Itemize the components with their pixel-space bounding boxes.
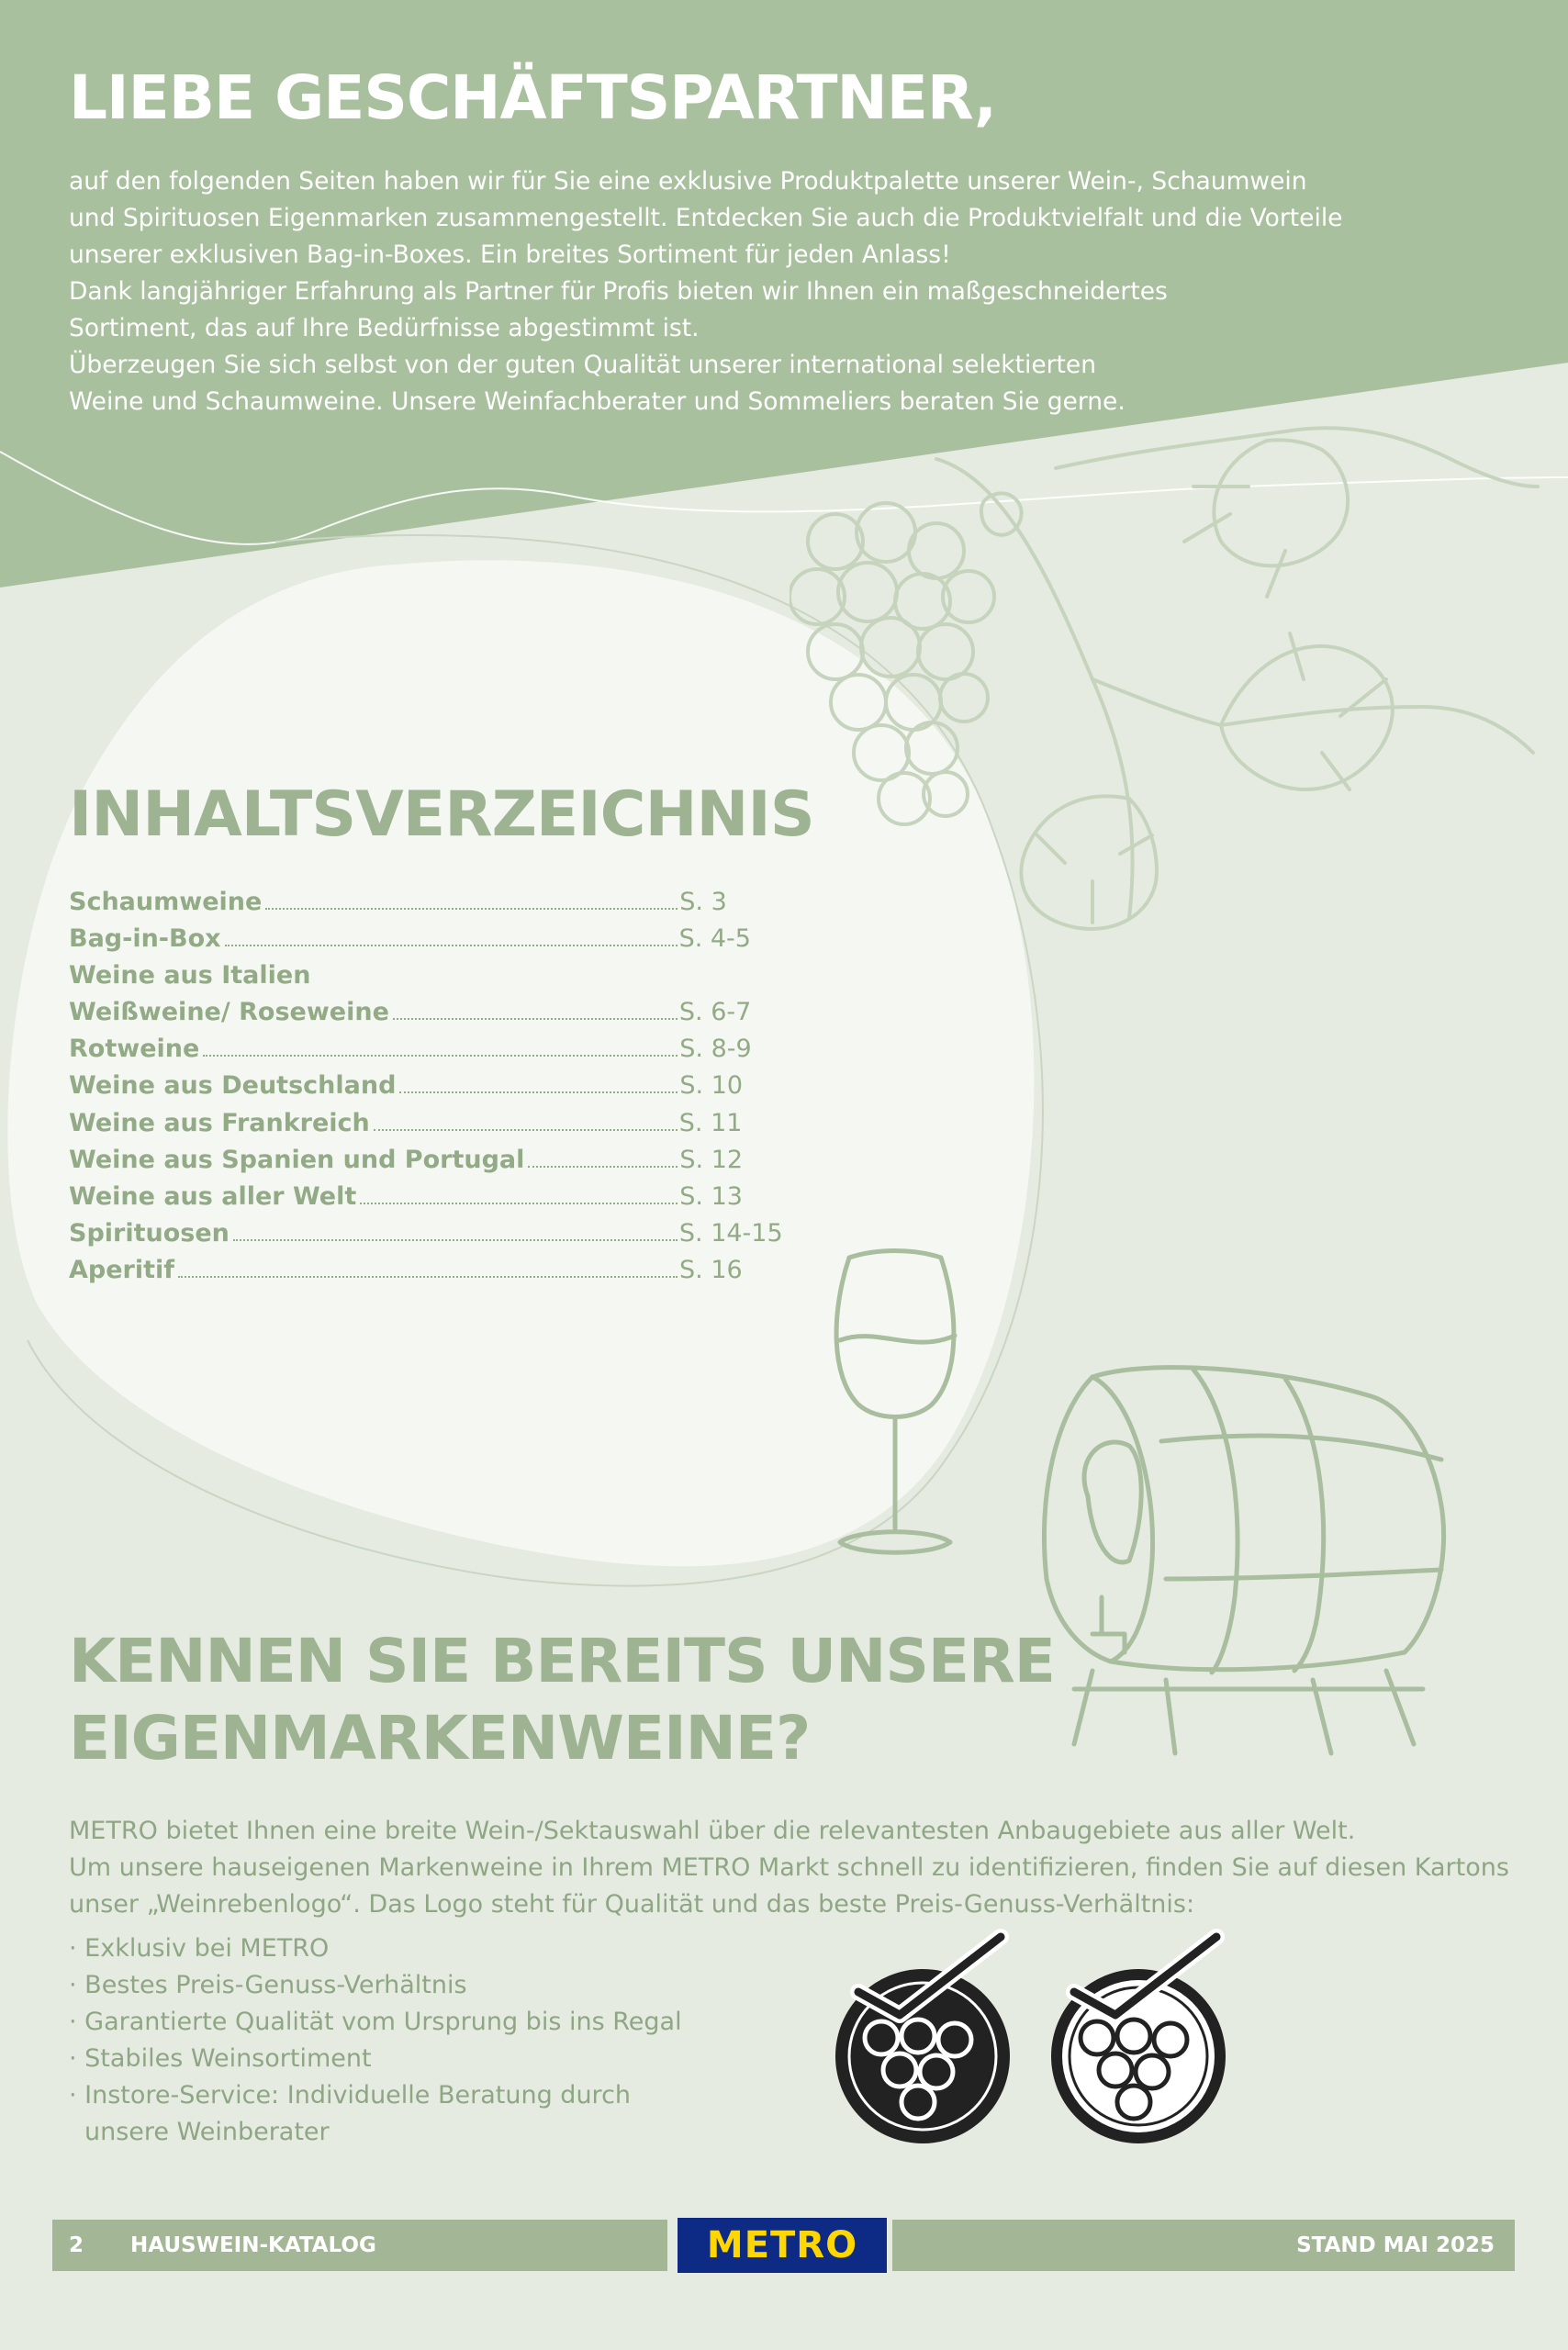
footer-bar-right [892, 2220, 1515, 2271]
toc-page: S. 3 [679, 888, 727, 916]
brands-text-line: unser „Weinrebenlogo“. Das Logo steht fü… [69, 1890, 1195, 1919]
toc-entry[interactable]: Bag-in-Box S. 4-5 [69, 924, 767, 961]
intro-line: unserer exklusiven Bag-in-Boxes. Ein bre… [69, 241, 951, 269]
intro-line: Weine und Schaumweine. Unsere Weinfachbe… [69, 387, 1126, 416]
toc-entry[interactable]: Rotweine S. 8-9 [69, 1035, 767, 1071]
toc-label: Weine aus Frankreich [69, 1108, 370, 1137]
list-item: · Instore-Service: Individuelle Beratung… [69, 2081, 632, 2109]
toc-entry[interactable]: Weine aus aller Welt S. 13 [69, 1182, 767, 1219]
table-of-contents: Schaumweine S. 3 Bag-in-Box S. 4-5 Weine a… [69, 888, 783, 1292]
toc-label: Spirituosen [69, 1218, 230, 1248]
intro-line: Sortiment, das auf Ihre Bedürfnisse abge… [69, 314, 700, 342]
toc-entry[interactable]: Aperitif S. 16 [69, 1256, 767, 1292]
toc-entry[interactable]: Weine aus Deutschland S. 10 [69, 1071, 767, 1108]
brands-text: METRO bietet Ihnen eine breite Wein-/Sek… [69, 1813, 1509, 1923]
list-item: unsere Weinberater [84, 2118, 330, 2146]
wine-glass-icon [834, 1248, 958, 1555]
brands-title-line: KENNEN SIE BEREITS UNSERE [69, 1626, 1056, 1696]
toc-label: Rotweine [69, 1035, 200, 1064]
page-title: LIEBE GESCHÄFTSPARTNER, [69, 62, 997, 133]
list-item: · Garantierte Qualität vom Ursprung bis … [69, 2008, 682, 2036]
footer-bar-left [52, 2220, 667, 2271]
brands-title: KENNEN SIE BEREITS UNSERE EIGENMARKENWEIN… [69, 1623, 1056, 1777]
toc-page: S. 4-5 [678, 924, 751, 954]
grape-vine-icon [790, 426, 1540, 931]
brands-title-line: EIGENMARKENWEINE? [69, 1703, 811, 1774]
wine-barrel-icon [1041, 1365, 1447, 1756]
toc-leader [373, 1128, 678, 1131]
toc-label: Aperitif [69, 1255, 175, 1284]
toc-page: S. 6-7 [678, 998, 752, 1027]
toc-label: Schaumweine [69, 888, 263, 916]
toc-leader [360, 1202, 678, 1204]
list-item: · Exklusiv bei METRO [69, 1934, 330, 1963]
toc-page: S. 11 [678, 1108, 743, 1137]
grape-quality-seal-light-icon [1051, 1929, 1226, 2143]
toc-leader [392, 1017, 678, 1021]
toc-page: S. 12 [679, 1145, 744, 1174]
toc-leader [265, 907, 678, 910]
intro-line: auf den folgenden Seiten haben wir für S… [69, 167, 1307, 196]
toc-leader [203, 1054, 678, 1058]
toc-label: Bag-in-Box [69, 924, 221, 954]
brands-text-line: METRO bietet Ihnen eine breite Wein-/Sek… [69, 1817, 1356, 1845]
list-item: · Bestes Preis-Genuss-Verhältnis [69, 1971, 467, 1999]
benefits-list: · Exklusiv bei METRO · Bestes Preis-Genu… [69, 1930, 682, 2151]
toc-label: Weißweine/ Roseweine [69, 998, 389, 1027]
toc-entry[interactable]: Weine aus Frankreich S. 11 [69, 1109, 767, 1146]
metro-logo[interactable]: METRO [678, 2218, 887, 2273]
intro-text: auf den folgenden Seiten haben wir für S… [69, 163, 1354, 420]
toc-leader [232, 1238, 678, 1241]
toc-entry[interactable]: Spirituosen S. 14-15 [69, 1218, 783, 1256]
brands-text-line: Um unsere hauseigenen Markenweine in Ihr… [69, 1853, 1509, 1882]
list-item: · Stabiles Weinsortiment [69, 2044, 372, 2073]
toc-entry[interactable]: Weine aus Spanien und Portugal S. 12 [69, 1146, 767, 1182]
toc-entry[interactable]: Weißweine/ Roseweine S. 6-7 [69, 998, 767, 1035]
grape-quality-seal-dark-icon [835, 1929, 1010, 2143]
intro-line: Dank langjähriger Erfahrung als Partner … [69, 277, 1168, 306]
toc-label: Weine aus Deutschland [69, 1071, 397, 1101]
toc-page: S. 14-15 [678, 1218, 783, 1248]
toc-title: INHALTSVERZEICHNIS [69, 778, 815, 851]
page-number: 2 [69, 2233, 84, 2257]
toc-page: S. 10 [679, 1071, 744, 1101]
toc-leader [528, 1165, 678, 1168]
toc-entry[interactable]: Schaumweine S. 3 [69, 888, 767, 924]
toc-label: Weine aus aller Welt [69, 1181, 357, 1211]
toc-leader [178, 1275, 678, 1278]
toc-label: Weine aus Spanien und Portugal [69, 1145, 525, 1174]
intro-line: Überzeugen Sie sich selbst von der guten… [69, 351, 1097, 379]
toc-label: Weine aus Italien [69, 961, 311, 990]
toc-page: S. 8-9 [679, 1035, 752, 1064]
toc-leader [399, 1091, 678, 1094]
intro-line: und Spirituosen Eigenmarken zusammengest… [69, 204, 1343, 232]
toc-entry: Weine aus Italien [69, 961, 767, 998]
toc-page: S. 16 [679, 1255, 743, 1284]
metro-logo-text: METRO [706, 2224, 858, 2266]
white-blob [7, 560, 1035, 1567]
toc-leader [224, 944, 678, 947]
toc-page: S. 13 [679, 1181, 743, 1211]
catalog-date: STAND MAI 2025 [1296, 2233, 1495, 2257]
catalog-name: HAUSWEIN-KATALOG [130, 2233, 376, 2257]
